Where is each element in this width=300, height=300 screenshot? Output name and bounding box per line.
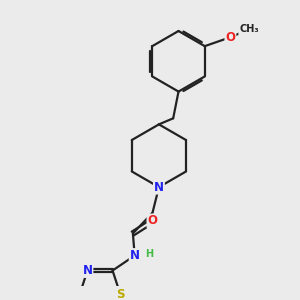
Text: S: S — [116, 288, 124, 300]
Text: H: H — [146, 249, 154, 259]
Text: N: N — [130, 249, 140, 262]
Text: N: N — [82, 264, 92, 277]
Text: N: N — [154, 181, 164, 194]
Text: O: O — [148, 214, 158, 227]
Text: O: O — [225, 31, 236, 44]
Text: CH₃: CH₃ — [239, 24, 259, 34]
